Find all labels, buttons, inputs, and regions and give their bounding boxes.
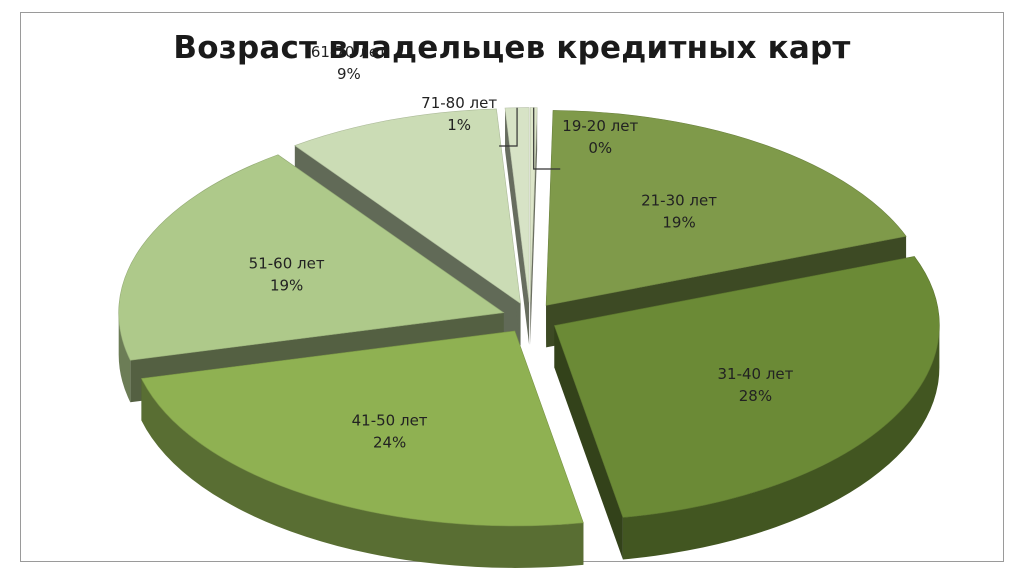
slice-label: 21-30 лет [641,192,717,210]
slice-value-label: 9% [337,65,361,83]
leader-line [533,107,561,170]
slice-label: 31-40 лет [717,365,793,383]
slice-label: 41-50 лет [352,411,428,429]
slice-rim [141,378,584,568]
pie-slice [553,256,940,518]
slice-wall [554,325,623,560]
slice-wall [530,107,538,345]
chart-title: Возраст владельцев кредитных карт [173,30,851,66]
leader-line [499,107,518,147]
slice-value-label: 24% [373,433,406,451]
pie-tops [118,107,940,527]
slice-label: 51-60 лет [249,255,325,273]
slice-label: 19-20 лет [562,117,638,135]
pie-slice [140,330,584,527]
slice-rim [118,312,131,403]
slice-label: 61-70 лет [311,43,387,61]
pie-slice [294,108,521,305]
slice-value-label: 1% [447,116,471,134]
slice-value-label: 19% [270,277,303,295]
leader-lines [499,107,561,170]
pie-slice [545,110,907,306]
slice-value-label: 19% [662,214,695,232]
slice-value-label: 28% [739,387,772,405]
slice-label: 71-80 лет [421,94,497,112]
pie-slice [118,154,505,361]
slice-rim [622,325,940,560]
slice-wall [505,107,530,345]
slice-value-label: 0% [588,139,612,157]
slice-labels: 19-20 лет 0% 21-30 лет 19% 31-40 лет 28% 41-50… [249,43,794,451]
